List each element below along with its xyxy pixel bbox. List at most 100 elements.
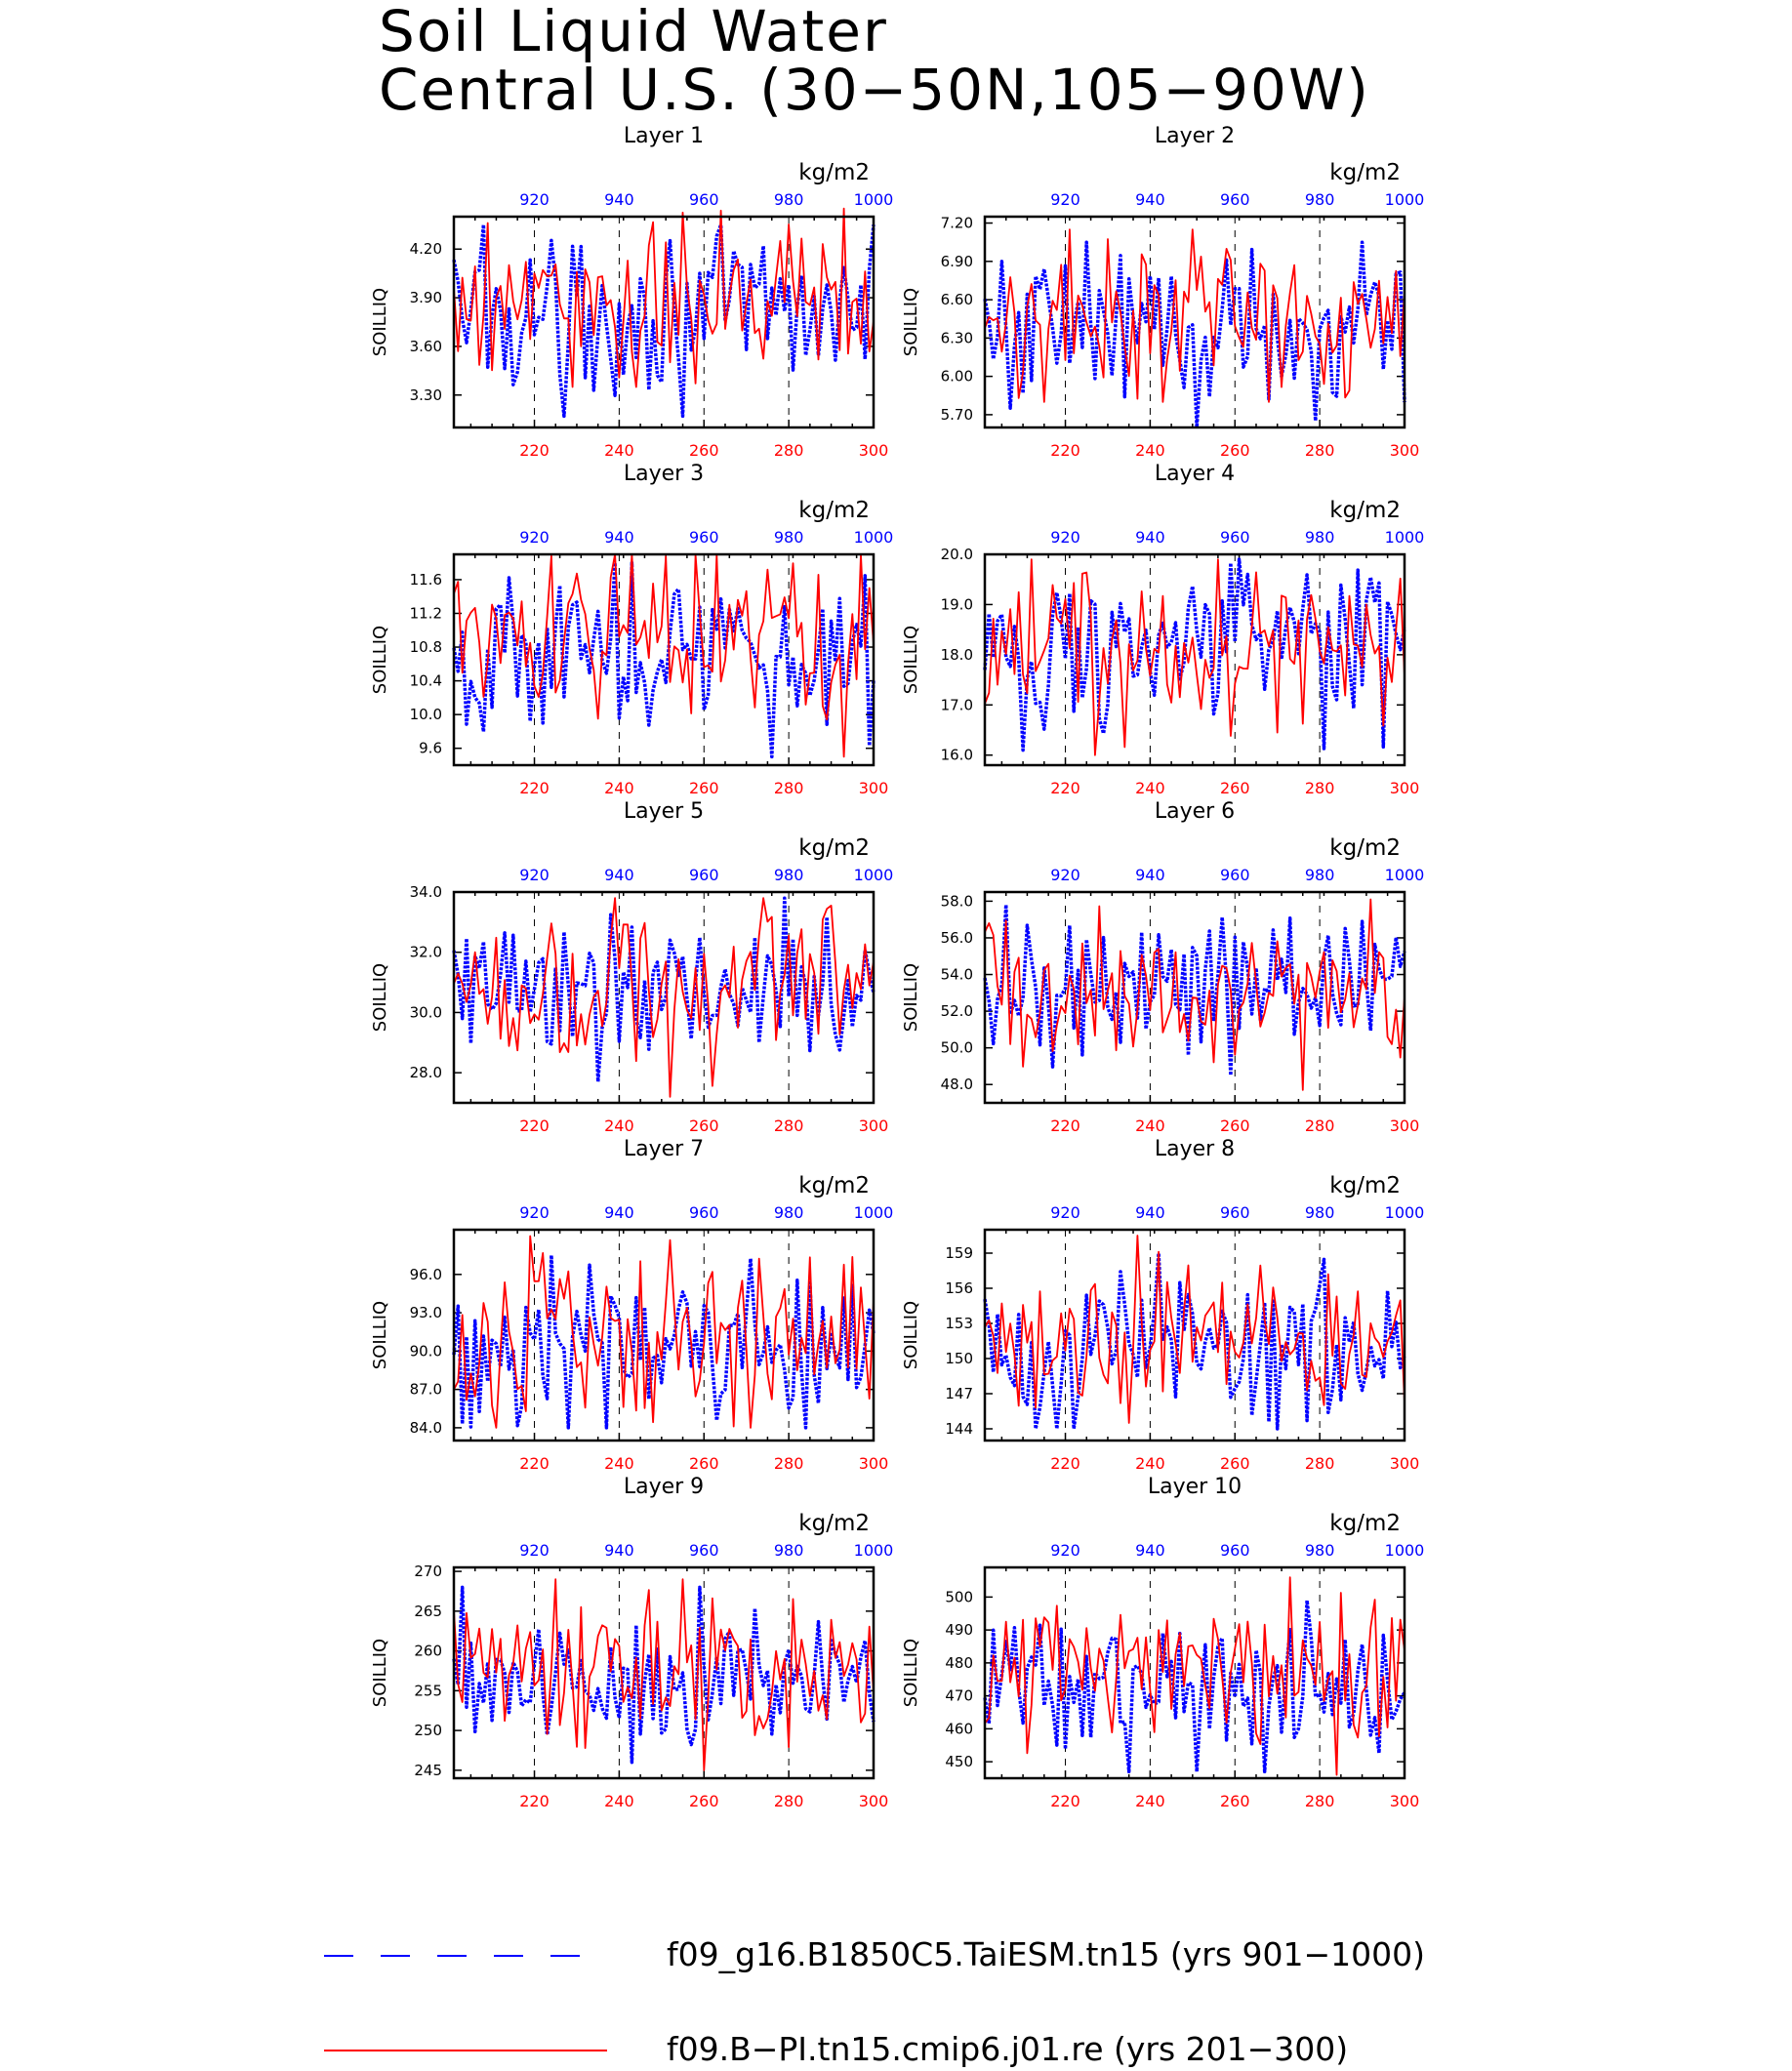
panel-8-xtick-label-bottom-240: 240 [1135, 1454, 1165, 1473]
panel-8-xtick-label-bottom-280: 280 [1305, 1454, 1335, 1473]
panel-1-series-red [453, 207, 875, 388]
panel-5-xtick-label-top-940: 940 [604, 866, 634, 884]
panel-2-xtick-label-bottom-280: 280 [1305, 441, 1335, 460]
panel-3-xtick-label-top-920: 920 [519, 528, 550, 547]
panel-10-frame [983, 1565, 1406, 1780]
panel-3-xtick-label-bottom-220: 220 [519, 779, 550, 797]
panel-6-xtick-label-bottom-260: 260 [1220, 1117, 1250, 1135]
panel-9-ytick-label-3: 260 [414, 1643, 442, 1660]
panel-7-unit-label: kg/m2 [798, 1173, 870, 1198]
panel-5-xtick-label-bottom-280: 280 [774, 1117, 804, 1135]
panel-4-ytick-label-1: 17.0 [941, 696, 973, 713]
panel-4-xtick-label-top-1000: 1000 [1385, 528, 1425, 547]
panel-10-xtick-label-top-1000: 1000 [1385, 1541, 1425, 1560]
panel-5-xtick-label-top-1000: 1000 [854, 866, 894, 884]
panel-6-ytick-label-0: 48.0 [941, 1076, 973, 1093]
panel-7-xtick-label-top-960: 960 [689, 1203, 719, 1222]
panel-4-xtick-label-bottom-260: 260 [1220, 779, 1250, 797]
panel-10-xtick-label-bottom-260: 260 [1220, 1792, 1250, 1810]
panel-4-xtick-label-bottom-220: 220 [1050, 779, 1080, 797]
panel-6-unit-label: kg/m2 [1329, 835, 1401, 861]
panel-10-xtick-label-top-940: 940 [1135, 1541, 1165, 1560]
panel-2-unit-label: kg/m2 [1329, 160, 1401, 185]
panel-10-ytick-label-2: 470 [945, 1687, 973, 1705]
panel-8-series-red [984, 1235, 1405, 1424]
panel-2-ytick-label-5: 7.20 [941, 215, 973, 232]
panel-6-ytick-label-5: 58.0 [941, 892, 973, 910]
panel-3-xtick-label-bottom-260: 260 [689, 779, 719, 797]
panel-6-ytick-label-1: 50.0 [941, 1039, 973, 1057]
panel-5-title: Layer 5 [624, 799, 704, 824]
panel-10-xtick-label-top-960: 960 [1220, 1541, 1250, 1560]
panel-6-xtick-label-top-980: 980 [1305, 866, 1335, 884]
panel-2-xtick-label-top-960: 960 [1220, 190, 1250, 209]
panel-3-unit-label: kg/m2 [798, 498, 870, 523]
panel-4-xtick-label-bottom-240: 240 [1135, 779, 1165, 797]
panel-9-series-red [453, 1578, 875, 1771]
panel-6-xtick-label-top-1000: 1000 [1385, 866, 1425, 884]
panel-9-xtick-label-top-1000: 1000 [854, 1541, 894, 1560]
panel-3-xtick-label-bottom-300: 300 [859, 779, 889, 797]
panel-9-xtick-label-bottom-300: 300 [859, 1792, 889, 1810]
panel-4-xtick-label-bottom-280: 280 [1305, 779, 1335, 797]
panel-7-ytick-label-4: 96.0 [410, 1266, 442, 1283]
panel-9-xtick-label-top-980: 980 [774, 1541, 804, 1560]
panel-9-ytick-label-0: 245 [414, 1762, 442, 1779]
panel-1-unit-label: kg/m2 [798, 160, 870, 185]
panel-1-xtick-label-top-960: 960 [689, 190, 719, 209]
panel-4-ylabel: SOILLIQ [901, 626, 921, 694]
panel-8-ytick-label-1: 147 [945, 1385, 973, 1402]
panel-6-frame [983, 890, 1406, 1105]
panel-2-xtick-label-top-940: 940 [1135, 190, 1165, 209]
panel-9-xtick-label-bottom-260: 260 [689, 1792, 719, 1810]
panel-10-ytick-label-3: 480 [945, 1654, 973, 1672]
panel-9-xtick-label-bottom-240: 240 [604, 1792, 634, 1810]
panel-4-ytick-label-0: 16.0 [941, 747, 973, 764]
panel-4-series-red [984, 558, 1405, 756]
panel-9-ylabel: SOILLIQ [370, 1639, 390, 1707]
panel-10-xtick-label-top-980: 980 [1305, 1541, 1335, 1560]
panel-5-ylabel: SOILLIQ [370, 963, 390, 1032]
panel-6-series-blue [983, 903, 1406, 1077]
panel-8-ytick-label-3: 153 [945, 1315, 973, 1332]
panel-1-xtick-label-top-920: 920 [519, 190, 550, 209]
panel-7-xtick-label-bottom-300: 300 [859, 1454, 889, 1473]
chart-title-line-2: Central U.S. (30−50N,105−90W) [379, 57, 1370, 123]
panel-8-xtick-label-top-1000: 1000 [1385, 1203, 1425, 1222]
panel-2-xtick-label-top-1000: 1000 [1385, 190, 1425, 209]
panel-5-xtick-label-bottom-300: 300 [859, 1117, 889, 1135]
panel-3-frame [452, 552, 876, 767]
panel-7-xtick-label-top-1000: 1000 [854, 1203, 894, 1222]
panel-4-ytick-label-2: 18.0 [941, 646, 973, 664]
panel-8-unit-label: kg/m2 [1329, 1173, 1401, 1198]
panel-7-xtick-label-top-980: 980 [774, 1203, 804, 1222]
panel-3-ytick-label-3: 10.8 [410, 638, 442, 656]
panel-3-ytick-label-5: 11.6 [410, 571, 442, 589]
panel-10-title: Layer 10 [1148, 1475, 1242, 1499]
panel-10-unit-label: kg/m2 [1329, 1511, 1401, 1536]
panel-1-title: Layer 1 [624, 124, 704, 148]
panel-6-ylabel: SOILLIQ [901, 963, 921, 1032]
panel-2-ytick-label-4: 6.90 [941, 253, 973, 270]
panel-3-ytick-label-1: 10.0 [410, 706, 442, 723]
panel-10-xtick-label-bottom-240: 240 [1135, 1792, 1165, 1810]
panel-6-xtick-label-bottom-220: 220 [1050, 1117, 1080, 1135]
panel-10-xtick-label-bottom-280: 280 [1305, 1792, 1335, 1810]
panel-9-frame [452, 1565, 876, 1780]
panel-8-xtick-label-top-980: 980 [1305, 1203, 1335, 1222]
panel-1-series-blue [452, 223, 876, 419]
panel-2-title: Layer 2 [1155, 124, 1235, 148]
panel-7-series-blue [452, 1253, 876, 1430]
panel-4-unit-label: kg/m2 [1329, 498, 1401, 523]
panel-2-series-blue [983, 240, 1406, 429]
panel-6-ytick-label-2: 52.0 [941, 1002, 973, 1020]
panel-8-xtick-label-bottom-260: 260 [1220, 1454, 1250, 1473]
panel-3-xtick-label-bottom-280: 280 [774, 779, 804, 797]
panel-7-ytick-label-1: 87.0 [410, 1381, 442, 1399]
panel-4-xtick-label-top-980: 980 [1305, 528, 1335, 547]
panel-6-xtick-label-bottom-280: 280 [1305, 1117, 1335, 1135]
panel-10-series-red [984, 1576, 1405, 1776]
panel-7-frame [452, 1228, 876, 1442]
panel-7-xtick-label-top-920: 920 [519, 1203, 550, 1222]
panel-7-title: Layer 7 [624, 1137, 704, 1161]
